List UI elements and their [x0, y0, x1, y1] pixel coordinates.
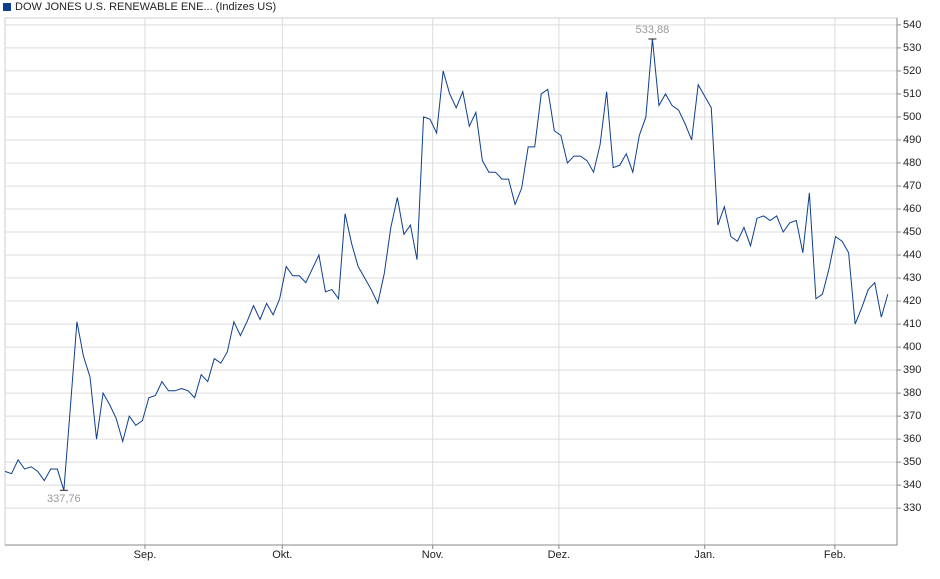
extreme-label: 533,88 — [636, 24, 670, 36]
y-tick-label: 500 — [903, 111, 921, 123]
data-line — [4, 38, 889, 491]
y-tick-label: 480 — [903, 157, 921, 169]
y-tick-label: 460 — [903, 203, 921, 215]
y-tick-label: 490 — [903, 134, 921, 146]
y-tick-label: 430 — [903, 272, 921, 284]
extreme-label: 337,76 — [47, 493, 81, 505]
y-tick-label: 420 — [903, 295, 921, 307]
y-tick-label: 440 — [903, 249, 921, 261]
chart-title: DOW JONES U.S. RENEWABLE ENE... (Indizes… — [15, 1, 276, 13]
y-tick-label: 350 — [903, 456, 921, 468]
legend-swatch — [3, 3, 11, 11]
y-tick-label: 380 — [903, 387, 921, 399]
y-tick-label: 400 — [903, 341, 921, 353]
y-tick-label: 330 — [903, 502, 921, 514]
y-tick-label: 530 — [903, 42, 921, 54]
x-tick-label: Dez. — [548, 549, 571, 561]
y-tick-label: 450 — [903, 226, 921, 238]
y-tick-label: 340 — [903, 479, 921, 491]
x-tick-label: Feb. — [824, 549, 846, 561]
y-tick-label: 520 — [903, 65, 921, 77]
y-tick-label: 410 — [903, 318, 921, 330]
y-tick-label: 540 — [903, 19, 921, 31]
y-tick-label: 390 — [903, 364, 921, 376]
y-tick-label: 370 — [903, 410, 921, 422]
y-tick-label: 360 — [903, 433, 921, 445]
x-tick-label: Okt. — [272, 549, 292, 561]
x-tick-label: Jan. — [694, 549, 715, 561]
y-tick-label: 510 — [903, 88, 921, 100]
x-tick-label: Sep. — [134, 549, 157, 561]
y-tick-label: 470 — [903, 180, 921, 192]
x-tick-label: Nov. — [422, 549, 444, 561]
